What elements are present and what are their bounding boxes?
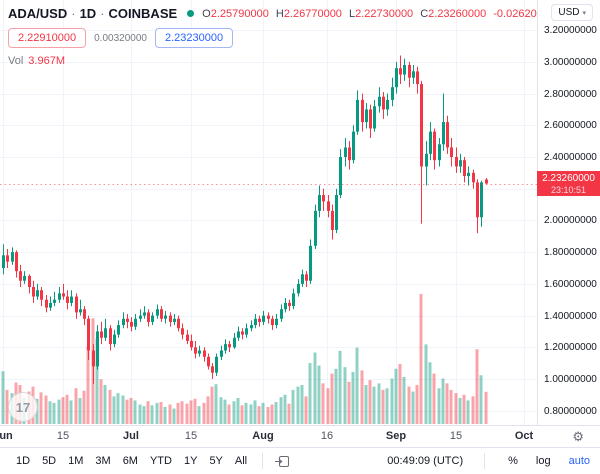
tradingview-logo[interactable]: 17 bbox=[8, 392, 38, 422]
bid-ask-row: 2.22910000 0.00320000 2.23230000 bbox=[8, 28, 537, 48]
volume-label: Vol bbox=[8, 55, 24, 67]
price-tick: 1.00000000 bbox=[544, 374, 597, 385]
go-to-date-button[interactable] bbox=[272, 451, 292, 471]
bottom-toolbar: 1D 5D 1M 3M 6M YTD 1Y 5Y All 00:49:09 (UTC) % lo… bbox=[0, 447, 600, 474]
log-scale-button[interactable]: log bbox=[535, 455, 551, 467]
auto-scale-button[interactable]: auto bbox=[568, 455, 590, 467]
price-tick: 0.80000000 bbox=[544, 405, 597, 417]
price-tick: 1.60000000 bbox=[544, 278, 597, 290]
ohlc-values: O2.25790000 H2.26770000 L2.22730000 C2.2… bbox=[202, 8, 537, 20]
price-tick: 2.60000000 bbox=[544, 120, 597, 132]
date-range-buttons: 1D 5D 1M 3M 6M YTD 1Y 5Y All bbox=[10, 451, 292, 471]
price-tick: 3.00000000 bbox=[544, 56, 597, 68]
time-tick: 15 bbox=[449, 430, 463, 442]
time-tick: 15 bbox=[184, 430, 198, 442]
range-button-ytd[interactable]: YTD bbox=[144, 452, 178, 470]
separator: · bbox=[71, 6, 76, 21]
bar-countdown: 23:10:51 bbox=[550, 184, 587, 195]
currency-dropdown-label: USD bbox=[558, 7, 580, 18]
open-label: O bbox=[202, 7, 211, 20]
buy-ask-button[interactable]: 2.23230000 bbox=[154, 28, 234, 48]
volume-value: 3.967M bbox=[28, 55, 65, 67]
range-button-1y[interactable]: 1Y bbox=[178, 452, 203, 470]
time-axis[interactable]: Jun 15 Jul 15 Aug 16 Sep 15 Oct ⚙ bbox=[0, 425, 600, 447]
time-tick-labels: Jun 15 Jul 15 Aug 16 Sep 15 Oct bbox=[0, 426, 537, 448]
tradingview-logo-glyph: 17 bbox=[15, 399, 31, 415]
price-tick: 1.40000000 bbox=[544, 310, 597, 322]
price-axis[interactable]: 3.20000000 3.00000000 2.80000000 2.60000000… bbox=[537, 0, 600, 425]
range-button-3m[interactable]: 3M bbox=[89, 452, 116, 470]
time-tick: 16 bbox=[320, 430, 334, 442]
time-tick: Sep bbox=[385, 430, 407, 442]
low-value: 2.22730000 bbox=[355, 7, 414, 20]
price-tick: 3.20000000 bbox=[544, 25, 597, 37]
symbol-row: ADA/USD · 1D · COINBASE O2.25790000 H2.2… bbox=[8, 6, 537, 21]
price-tick: 2.80000000 bbox=[544, 88, 597, 100]
high-value: 2.26770000 bbox=[283, 7, 342, 20]
percent-scale-button[interactable]: % bbox=[508, 455, 518, 467]
volume-row: Vol 3.967M bbox=[8, 55, 537, 67]
price-tick: 1.80000000 bbox=[544, 247, 597, 259]
time-tick: Oct bbox=[514, 430, 534, 442]
exchange-label: COINBASE bbox=[108, 6, 178, 21]
separator: · bbox=[100, 6, 105, 21]
last-price-tag: 2.23260000 23:10:51 bbox=[537, 171, 600, 197]
last-price-value: 2.23260000 bbox=[542, 172, 595, 184]
price-tick: 1.20000000 bbox=[544, 342, 597, 354]
candlestick-chart[interactable] bbox=[0, 0, 537, 425]
range-button-6m[interactable]: 6M bbox=[117, 452, 144, 470]
chart-pane: 17 ADA/USD · 1D · COINBASE O2.25790000 H… bbox=[0, 0, 537, 425]
low-label: L bbox=[348, 7, 356, 20]
range-button-5y[interactable]: 5Y bbox=[203, 452, 228, 470]
toolbar-divider bbox=[262, 453, 264, 469]
time-tick: 15 bbox=[56, 430, 70, 442]
clock-utc[interactable]: 00:49:09 (UTC) bbox=[387, 455, 464, 467]
price-tick: 2.40000000 bbox=[544, 151, 597, 163]
realtime-status-dot-icon bbox=[187, 10, 195, 17]
time-tick: Aug bbox=[252, 430, 274, 442]
currency-dropdown[interactable]: USD ▾ bbox=[551, 4, 593, 21]
close-value: 2.23260000 bbox=[428, 7, 487, 20]
scale-controls: 00:49:09 (UTC) % log auto bbox=[387, 453, 592, 469]
settings-gear-icon[interactable]: ⚙ bbox=[572, 429, 584, 444]
close-label: C bbox=[420, 7, 429, 20]
price-tick: 2.00000000 bbox=[544, 215, 597, 227]
high-label: H bbox=[275, 7, 284, 20]
time-tick: Jun bbox=[0, 430, 13, 442]
interval-label[interactable]: 1D bbox=[79, 6, 97, 21]
change-value: -0.02620000 bbox=[493, 7, 537, 20]
sell-bid-button[interactable]: 2.22910000 bbox=[8, 28, 87, 48]
chart-legend: ADA/USD · 1D · COINBASE O2.25790000 H2.2… bbox=[8, 6, 537, 67]
range-button-5d[interactable]: 5D bbox=[36, 452, 62, 470]
range-button-all[interactable]: All bbox=[229, 452, 253, 470]
calendar-arrow-icon bbox=[275, 456, 290, 467]
range-button-1d[interactable]: 1D bbox=[10, 452, 36, 470]
toolbar-divider bbox=[484, 453, 486, 469]
spread-value: 0.00320000 bbox=[94, 32, 147, 44]
symbol-title[interactable]: ADA/USD bbox=[8, 6, 68, 21]
time-tick: Jul bbox=[123, 430, 139, 442]
open-value: 2.25790000 bbox=[210, 7, 269, 20]
chevron-down-icon: ▾ bbox=[582, 9, 586, 17]
range-button-1m[interactable]: 1M bbox=[62, 452, 89, 470]
